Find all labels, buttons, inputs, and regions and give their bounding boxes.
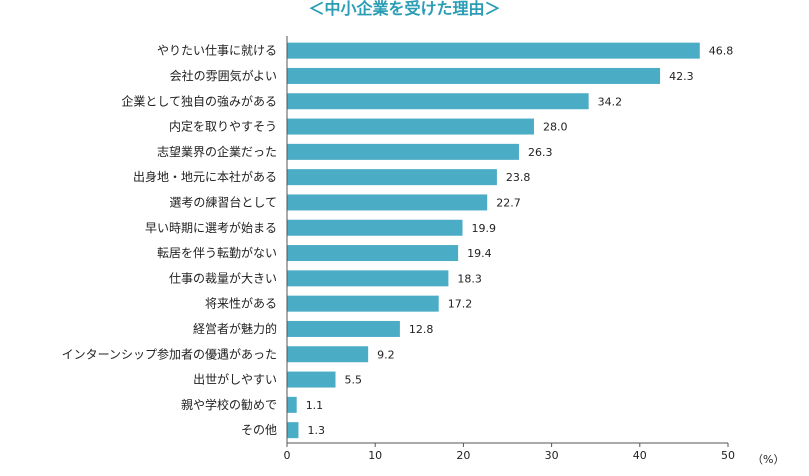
value-label: 28.0 <box>543 121 568 134</box>
value-label: 1.1 <box>306 399 324 412</box>
category-label: 企業として独自の強みがある <box>121 93 277 108</box>
value-label: 18.3 <box>457 272 482 285</box>
category-label: 経営者が魅力的 <box>193 321 277 336</box>
value-label: 1.3 <box>307 424 325 437</box>
category-label: 将来性がある <box>205 296 277 311</box>
bar <box>287 169 497 186</box>
bar <box>287 320 400 337</box>
value-label: 34.2 <box>598 95 623 108</box>
category-label: やりたい仕事に就ける <box>157 44 277 58</box>
value-label: 46.8 <box>709 45 734 58</box>
category-label: インターンシップ参加者の優遇があった <box>62 346 277 361</box>
category-label: 出世がしやすい <box>193 372 277 387</box>
value-label: 19.9 <box>472 222 497 235</box>
bar <box>287 371 336 388</box>
category-label: 志望業界の企業だった <box>157 144 277 159</box>
bar <box>287 396 297 413</box>
category-label: 仕事の裁量が大きい <box>169 270 277 285</box>
bar <box>287 346 369 363</box>
x-tick-label: 30 <box>545 449 559 462</box>
bar <box>287 422 299 439</box>
category-label: 転居を伴う転勤がない <box>157 245 277 260</box>
category-label: 早い時期に選考が始まる <box>145 220 277 235</box>
category-label: 会社の雰囲気がよい <box>170 68 277 83</box>
x-tick-label: 50 <box>721 449 735 462</box>
value-label: 42.3 <box>669 70 694 83</box>
bar <box>287 143 519 160</box>
category-label: 親や学校の勧めで <box>181 397 277 412</box>
unit-label: （%） <box>752 453 784 466</box>
x-tick-label: 0 <box>284 449 291 462</box>
bar <box>287 42 700 59</box>
value-label: 17.2 <box>448 298 473 311</box>
bar <box>287 270 449 287</box>
x-tick-label: 20 <box>456 449 470 462</box>
category-label: 内定を取りやすそう <box>169 119 277 134</box>
value-label: 19.4 <box>467 247 492 260</box>
x-tick-label: 40 <box>633 449 647 462</box>
bar <box>287 118 534 135</box>
bar <box>287 93 589 110</box>
chart-title: ＜中小企業を受けた理由＞ <box>308 0 501 18</box>
bar <box>287 295 439 312</box>
value-label: 23.8 <box>506 171 531 184</box>
category-label: その他 <box>241 423 277 437</box>
value-label: 9.2 <box>377 348 395 361</box>
bar <box>287 67 661 84</box>
bar <box>287 245 459 262</box>
value-label: 26.3 <box>528 146 553 159</box>
category-label: 出身地・地元に本社がある <box>133 169 277 184</box>
x-tick-label: 10 <box>368 449 382 462</box>
bar <box>287 194 488 211</box>
category-label: 選考の練習台として <box>169 194 277 209</box>
value-label: 22.7 <box>496 196 521 209</box>
value-label: 12.8 <box>409 323 434 336</box>
bar <box>287 219 463 236</box>
value-label: 5.5 <box>345 374 363 387</box>
